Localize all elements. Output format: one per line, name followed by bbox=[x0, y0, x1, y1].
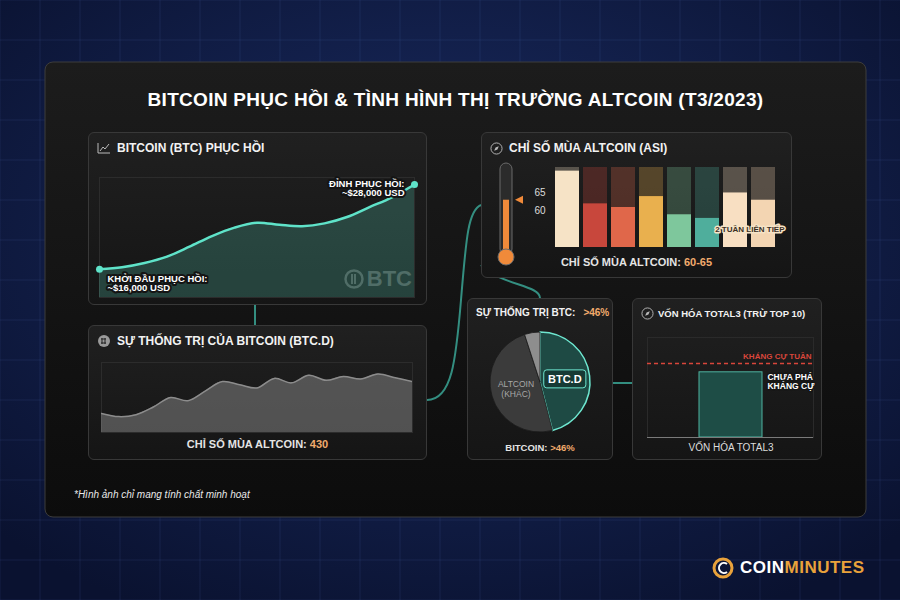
html-text:>46%: >46% bbox=[583, 307, 610, 318]
html-text:CHỈ SỐ MÙA ALTCOIN: 60-65: CHỈ SỐ MÙA ALTCOIN: 60-65 bbox=[560, 256, 713, 268]
html-text:*Hình ảnh chỉ mang tính chất m: *Hình ảnh chỉ mang tính chất minh hoạt bbox=[74, 489, 250, 500]
svg-text:60: 60 bbox=[534, 205, 546, 216]
html-text:SỰ THỐNG TRỊ CỦA BITCOIN (BTC.: SỰ THỐNG TRỊ CỦA BITCOIN (BTC.D) bbox=[117, 334, 334, 348]
svg-text:ĐỈNH PHỤC HỒI:~$28,000 USD: ĐỈNH PHỤC HỒI:~$28,000 USD bbox=[329, 178, 405, 199]
html-text:BITCOIN (BTC) PHỤC HỒI: BITCOIN (BTC) PHỤC HỒI bbox=[117, 141, 265, 155]
svg-text:KHỞI ĐẦU PHỤC HỒI:~$16,000 USD: KHỞI ĐẦU PHỤC HỒI:~$16,000 USD bbox=[108, 273, 208, 294]
html-text:CHỈ SỐ MÙA ALTCOIN (ASI): CHỈ SỐ MÙA ALTCOIN (ASI) bbox=[509, 141, 668, 155]
html-text:VỐN HÓA TOTAL3 (TRỪ TOP 10): VỐN HÓA TOTAL3 (TRỪ TOP 10) bbox=[658, 308, 806, 319]
html-text:BTC: BTC bbox=[366, 266, 412, 291]
html-text:BITCOIN PHỤC HỒI & TÌNH HÌNH T: BITCOIN PHỤC HỒI & TÌNH HÌNH THỊ TRƯỜNG … bbox=[147, 89, 764, 110]
svg-text:KHÁNG CỰ TUẦN: KHÁNG CỰ TUẦN bbox=[743, 351, 812, 361]
html-text:COIN MINUTES: COIN MINUTES bbox=[740, 558, 865, 577]
html-text:BITCOIN: >46%: BITCOIN: >46% bbox=[505, 442, 575, 453]
svg-text:2 TUẦN LIÊN TIẾP: 2 TUẦN LIÊN TIẾP bbox=[715, 224, 785, 234]
svg-text:65: 65 bbox=[534, 187, 546, 198]
svg-text:BTC.D: BTC.D bbox=[548, 373, 582, 385]
svg-text:ALTCOIN(KHÁC): ALTCOIN(KHÁC) bbox=[498, 379, 534, 399]
html-text:SỰ THỐNG TRỊ BTC:: SỰ THỐNG TRỊ BTC: bbox=[476, 307, 576, 318]
svg-text:VỐN HÓA TOTAL3: VỐN HÓA TOTAL3 bbox=[688, 440, 773, 453]
html-text:CHỈ SỐ MÙA ALTCOIN: 430: CHỈ SỐ MÙA ALTCOIN: 430 bbox=[186, 438, 329, 450]
svg-text:CHƯA PHÁKHÁNG CỰ: CHƯA PHÁKHÁNG CỰ bbox=[767, 372, 815, 391]
